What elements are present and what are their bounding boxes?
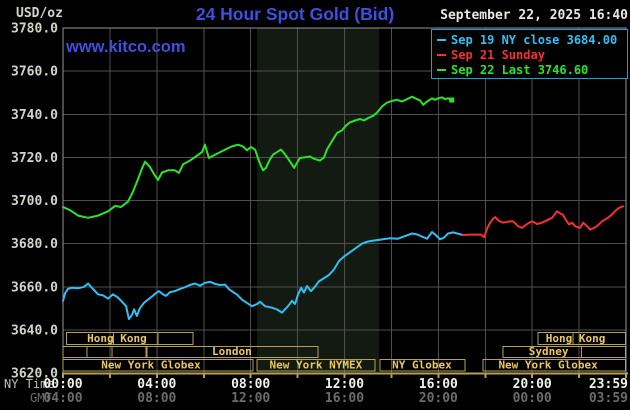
x-axis-tick-label: 08:00 xyxy=(231,377,270,392)
legend-dash-icon xyxy=(437,38,446,41)
legend-dash-icon xyxy=(437,53,446,56)
legend-item-sep19: Sep 19 NY close 3684.00 xyxy=(437,32,627,47)
legend-item-sep21: Sep 21 Sunday xyxy=(437,47,627,62)
session-box xyxy=(482,359,627,372)
y-axis-label: 3640.0 xyxy=(11,323,58,338)
series-line-1 xyxy=(462,205,624,239)
x-axis-tick-label: 23:59 xyxy=(589,377,628,392)
legend-box: Sep 19 NY close 3684.00 Sep 21 Sunday Se… xyxy=(431,29,628,79)
x-axis-tick-label: 00:00 xyxy=(513,391,552,406)
x-axis-tick-label: 20:00 xyxy=(419,391,458,406)
x-axis-tick-label: 16:00 xyxy=(325,391,364,406)
session-label: NY Globex xyxy=(392,359,452,372)
session-label: New York Globex xyxy=(101,359,201,372)
y-axis-label: 3760.0 xyxy=(11,65,58,80)
session-box xyxy=(146,346,319,358)
session-box xyxy=(62,346,88,358)
x-axis-tick-label: 20:00 xyxy=(513,377,552,392)
x-axis-row-label: NY Time xyxy=(4,377,55,391)
session-box xyxy=(66,332,194,345)
session-box xyxy=(379,359,466,372)
y-axis-label: 3740.0 xyxy=(11,108,58,123)
x-axis-row-label: GMT xyxy=(30,391,52,405)
plot-border xyxy=(62,27,627,373)
legend-label: Sep 19 NY close 3684.00 xyxy=(451,32,618,47)
series-line-0 xyxy=(62,231,464,321)
session-box xyxy=(256,359,376,372)
series-line-2 xyxy=(62,95,453,219)
legend-item-sep22: Sep 22 Last 3746.60 xyxy=(437,62,627,77)
x-axis-tick-label: 04:00 xyxy=(137,377,176,392)
y-axis-label: 3700.0 xyxy=(11,194,58,209)
unit-label: USD/oz xyxy=(16,6,63,21)
session-label: London xyxy=(212,345,252,358)
y-axis-label: 3720.0 xyxy=(11,151,58,166)
x-axis-tick-label: 12:00 xyxy=(231,391,270,406)
y-axis-label: 3780.0 xyxy=(11,22,58,37)
x-axis-tick-label: 00:00 xyxy=(43,377,82,392)
chart-datetime: September 22, 2025 16:40 xyxy=(440,8,628,23)
session-box xyxy=(86,346,113,358)
x-axis-tick-label: 16:00 xyxy=(419,377,458,392)
session-box xyxy=(62,359,254,372)
session-label: New York Globex xyxy=(498,359,598,372)
session-label: New York NYMEX xyxy=(270,359,363,372)
y-axis-label: 3620.0 xyxy=(11,367,58,382)
page-title: 24 Hour Spot Gold (Bid) xyxy=(195,4,395,24)
session-box xyxy=(111,346,147,358)
x-axis-tick-label: 12:00 xyxy=(325,377,364,392)
x-axis-tick-label: 08:00 xyxy=(137,391,176,406)
legend-label: Sep 21 Sunday xyxy=(451,47,545,62)
session-label: Hong Kong xyxy=(546,332,606,345)
y-axis-label: 3680.0 xyxy=(11,237,58,252)
session-box xyxy=(502,346,627,358)
session-box xyxy=(537,332,627,345)
x-axis-tick-label: 03:59 xyxy=(589,391,628,406)
session-label: Sydney xyxy=(529,345,569,358)
kitco-watermark-link[interactable]: www.kitco.com xyxy=(66,38,186,56)
x-axis-tick-label: 04:00 xyxy=(43,391,82,406)
legend-dash-icon xyxy=(437,68,446,71)
legend-label: Sep 22 Last 3746.60 xyxy=(451,62,589,77)
series-end-marker xyxy=(449,97,455,103)
y-axis-label: 3660.0 xyxy=(11,280,58,295)
session-label: Hong Kong xyxy=(87,332,147,345)
